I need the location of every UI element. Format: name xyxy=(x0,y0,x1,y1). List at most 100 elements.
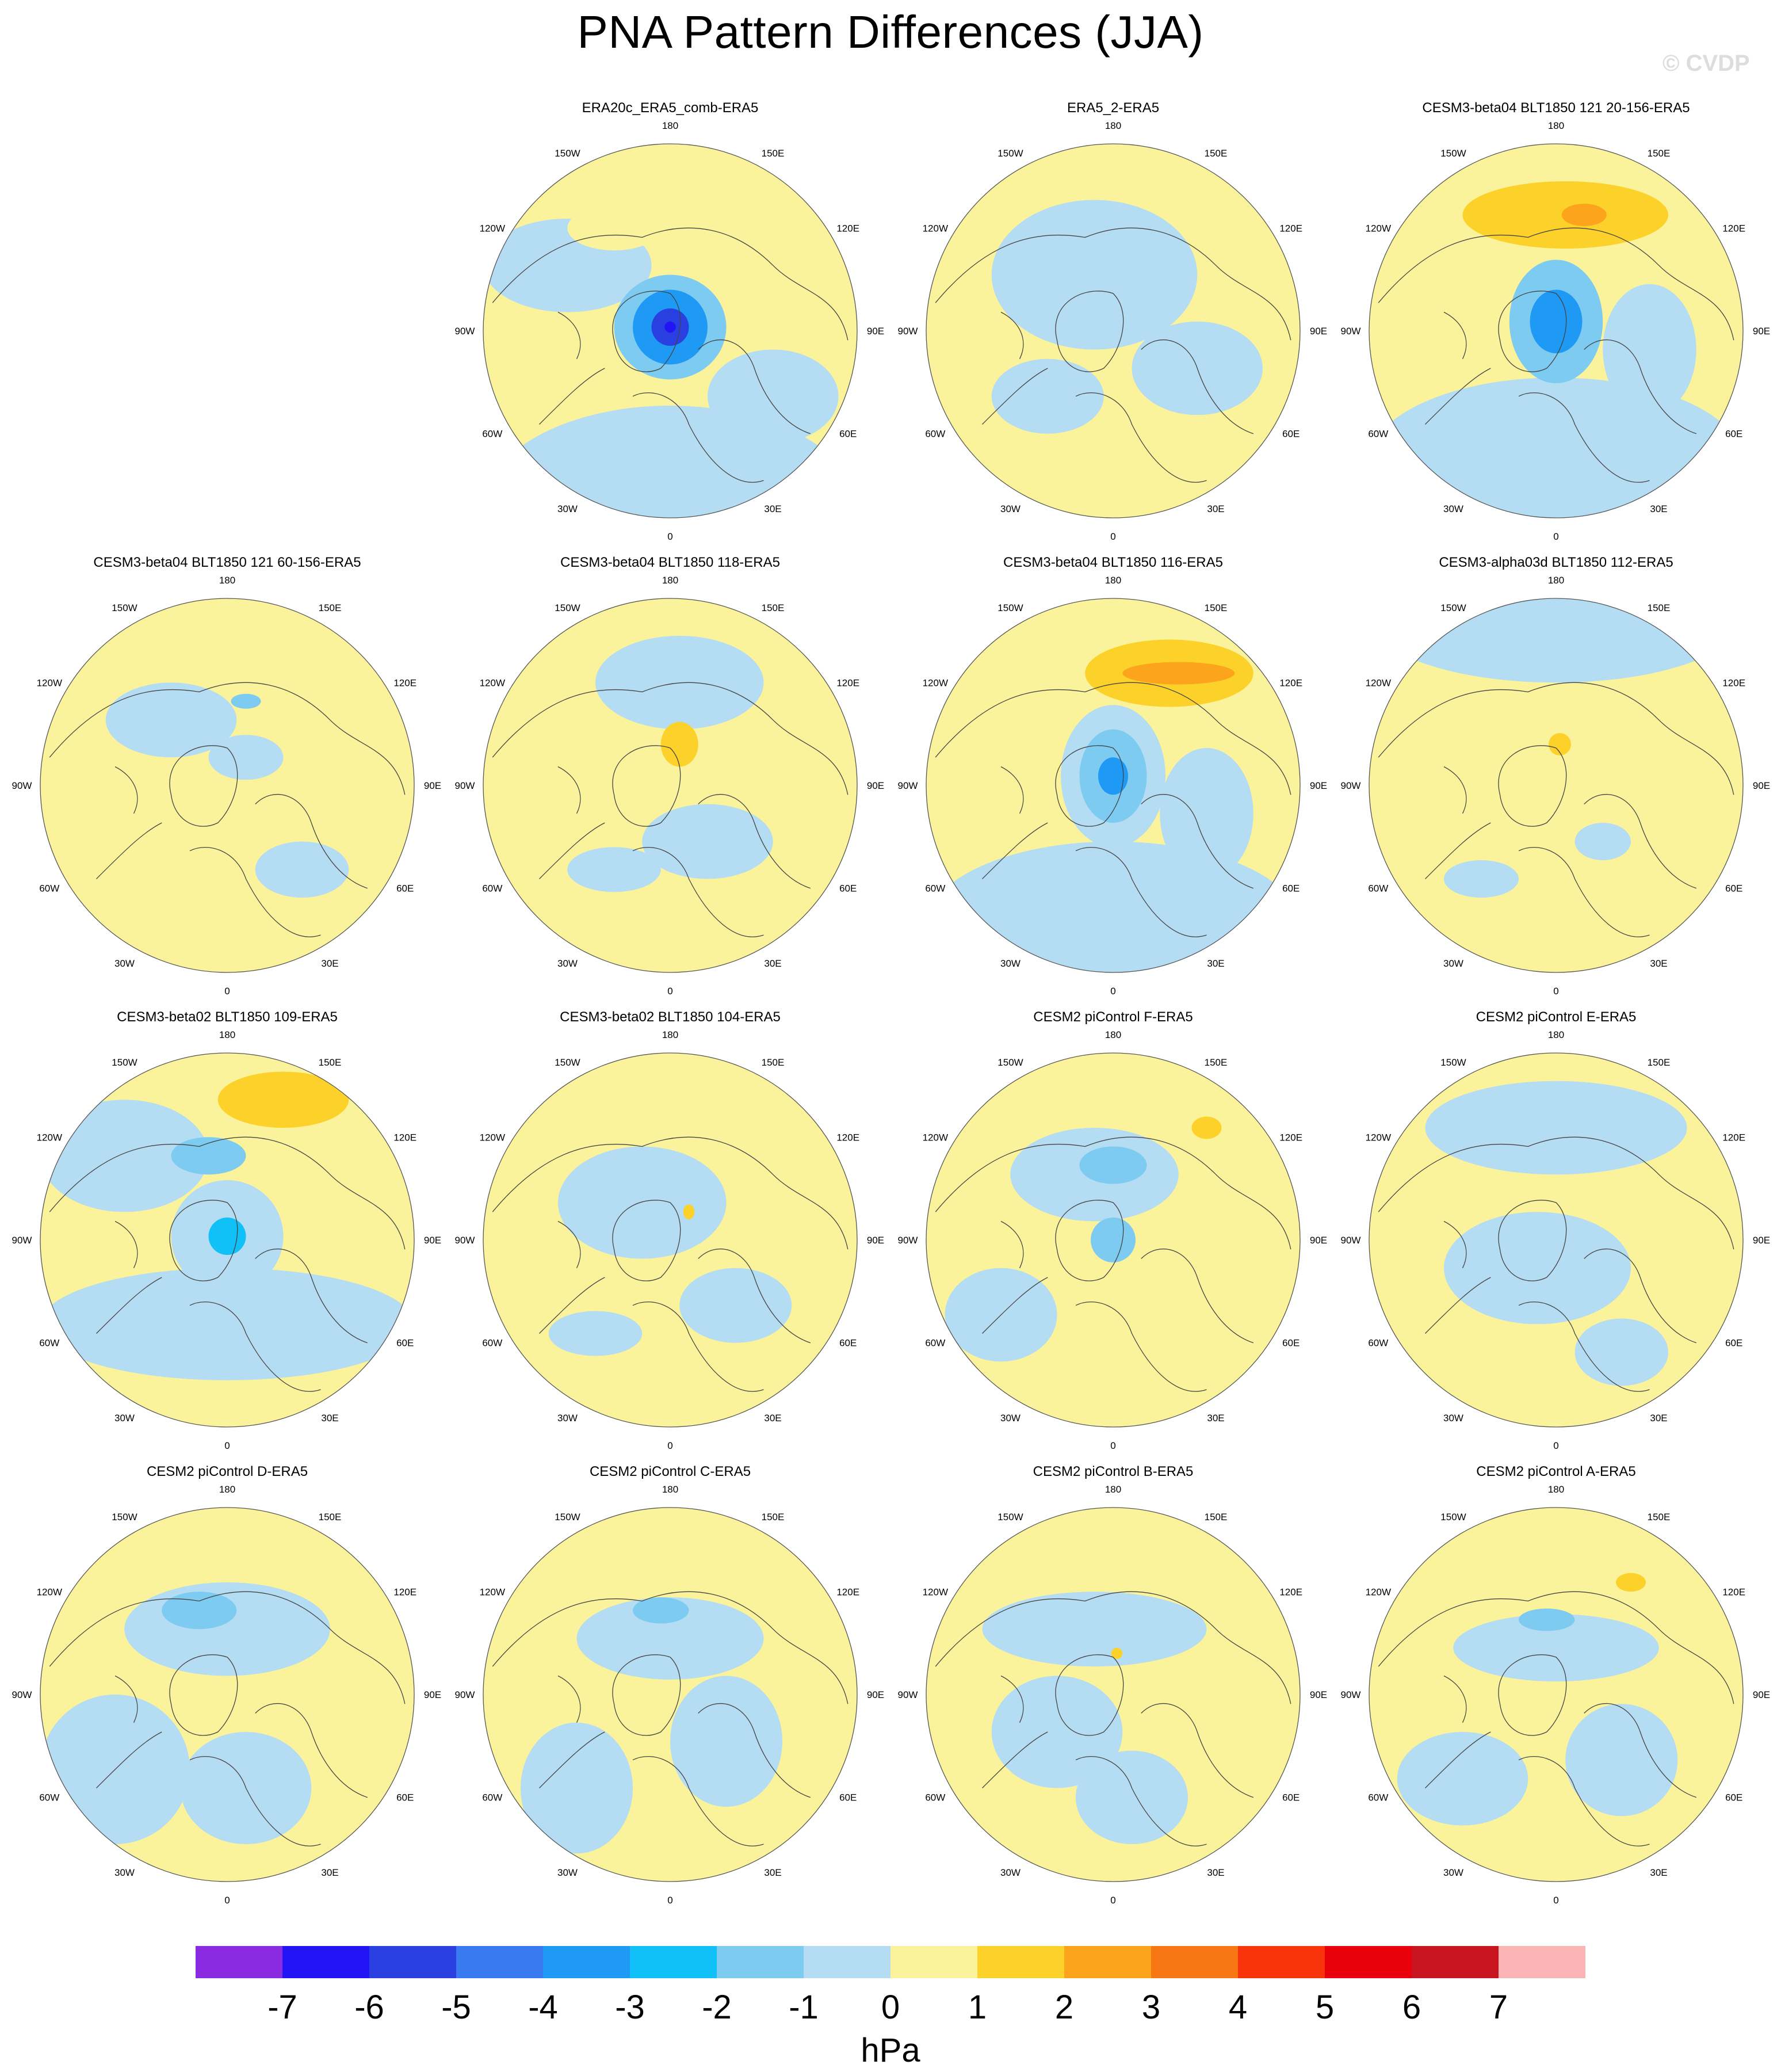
map-panels: ERA20c_ERA5_comb-ERA5 180 150E 120E 90E 60E 30… xyxy=(12,100,1771,1906)
longitude-label: 120E xyxy=(836,223,859,234)
coastline xyxy=(539,368,605,425)
coastline xyxy=(935,682,1291,795)
map-panel-p6: CESM3-beta04 BLT1850 116-ERA5 180 150E 120E… xyxy=(898,555,1328,997)
colorbar-swatch xyxy=(456,1946,543,1978)
longitude-label: 150W xyxy=(1440,1512,1466,1522)
contour-region xyxy=(679,1268,792,1343)
longitude-label: 120W xyxy=(923,1587,948,1598)
panel-title: CESM3-beta04 BLT1850 121 60-156-ERA5 xyxy=(93,555,361,570)
longitude-label: 150E xyxy=(762,602,785,613)
longitude-label: 150W xyxy=(555,1512,580,1522)
longitude-label: 60W xyxy=(925,1792,945,1803)
longitude-label: 120E xyxy=(1722,1132,1745,1143)
longitude-label: 30E xyxy=(1207,503,1224,514)
longitude-label: 120E xyxy=(836,1132,859,1143)
coastline xyxy=(492,227,849,341)
longitude-label: 120E xyxy=(393,1587,416,1598)
longitude-label: 30W xyxy=(1000,958,1021,969)
coastline xyxy=(169,1654,238,1736)
map-disc xyxy=(40,598,414,972)
panel-title: CESM3-beta02 BLT1850 104-ERA5 xyxy=(560,1009,781,1025)
map-disc xyxy=(1369,1508,1743,1882)
longitude-label: 30W xyxy=(114,958,135,969)
panel-title: CESM3-alpha03d BLT1850 112-ERA5 xyxy=(1439,555,1673,570)
map-disc xyxy=(926,1508,1300,1882)
contour-region xyxy=(1076,1750,1188,1844)
contour-region xyxy=(255,841,349,898)
colorbar-swatch xyxy=(717,1946,804,1978)
colorbar-swatch xyxy=(1412,1946,1499,1978)
longitude-label: 90E xyxy=(867,1689,884,1700)
map-border xyxy=(926,1052,1301,1428)
coastline xyxy=(632,392,764,483)
longitude-label: 120E xyxy=(836,678,859,689)
longitude-label: 150E xyxy=(1205,1512,1228,1522)
panel-title: CESM2 piControl F-ERA5 xyxy=(1033,1009,1193,1025)
coastline xyxy=(1518,1301,1650,1392)
coastline xyxy=(632,1301,764,1392)
longitude-label: 150E xyxy=(1648,602,1671,613)
contour-region xyxy=(660,722,698,767)
longitude-label: 60W xyxy=(39,883,59,894)
contour-region xyxy=(1616,1573,1646,1592)
contour-region xyxy=(1111,1647,1123,1659)
colorbar: -7 -6 -5 -4 -3 -2 -1 0 1 2 3 4 5 6 7 xyxy=(196,1946,1585,2026)
page-title: PNA Pattern Differences (JJA) xyxy=(577,6,1204,58)
longitude-label: 30W xyxy=(1443,1413,1463,1424)
coastline xyxy=(1055,745,1124,827)
longitude-label: 180 xyxy=(1548,575,1564,586)
coastline xyxy=(96,1277,162,1334)
coastline xyxy=(935,1136,1291,1250)
longitude-label: 60W xyxy=(482,1338,502,1349)
contour-region xyxy=(231,693,261,709)
longitude-label: 120W xyxy=(923,1132,948,1143)
coastline xyxy=(1498,1200,1567,1281)
colorbar-tick-label: -5 xyxy=(441,1989,471,2026)
longitude-label: 60E xyxy=(396,1792,414,1803)
map-panel-p3: CESM3-beta04 BLT1850 121 20-156-ERA5 180 1… xyxy=(1341,100,1771,542)
longitude-label: 120E xyxy=(1279,223,1302,234)
longitude-label: 180 xyxy=(1105,120,1121,131)
longitude-label: 0 xyxy=(1553,531,1558,542)
longitude-label: 120E xyxy=(836,1587,859,1598)
colorbar-swatch xyxy=(1151,1946,1238,1978)
coastline xyxy=(539,1731,605,1788)
coastline xyxy=(49,1136,406,1250)
coastline xyxy=(49,1591,406,1704)
longitude-label: 60E xyxy=(396,1338,414,1349)
map-panel-p15: CESM2 piControl A-ERA5 180 150E 120E 90E 60E 3… xyxy=(1341,1464,1771,1906)
longitude-label: 0 xyxy=(667,986,672,997)
map-border xyxy=(926,598,1301,973)
longitude-label: 90E xyxy=(424,1235,441,1246)
coastline xyxy=(612,1654,681,1736)
coastline xyxy=(1055,291,1124,372)
longitude-label: 60E xyxy=(839,429,857,440)
coastline xyxy=(1498,1654,1567,1736)
longitude-label: 60E xyxy=(1725,1338,1742,1349)
longitude-label: 90E xyxy=(1753,780,1770,791)
coastline xyxy=(698,794,811,889)
panel-title: ERA5_2-ERA5 xyxy=(1067,100,1159,116)
colorbar-swatch xyxy=(1064,1946,1151,1978)
longitude-label: 120W xyxy=(37,1587,62,1598)
longitude-label: 60W xyxy=(482,1792,502,1803)
contour-region xyxy=(162,1592,237,1630)
longitude-label: 60E xyxy=(839,1338,857,1349)
longitude-label: 0 xyxy=(1110,1895,1115,1906)
longitude-label: 0 xyxy=(1110,1440,1115,1451)
coastline xyxy=(492,1591,849,1704)
coastline xyxy=(982,368,1048,425)
longitude-label: 60E xyxy=(1725,1792,1742,1803)
panel-title: CESM2 piControl A-ERA5 xyxy=(1476,1464,1635,1479)
coastline xyxy=(189,846,321,937)
coastline xyxy=(557,766,581,814)
map-border xyxy=(483,598,858,973)
colorbar-swatch xyxy=(1325,1946,1412,1978)
coastline xyxy=(1584,794,1697,889)
coastline xyxy=(935,227,1291,341)
longitude-label: 180 xyxy=(219,1029,235,1040)
longitude-label: 150E xyxy=(1648,1512,1671,1522)
coastline xyxy=(189,1301,321,1392)
longitude-label: 30E xyxy=(764,1413,781,1424)
coastline xyxy=(1141,1249,1254,1344)
